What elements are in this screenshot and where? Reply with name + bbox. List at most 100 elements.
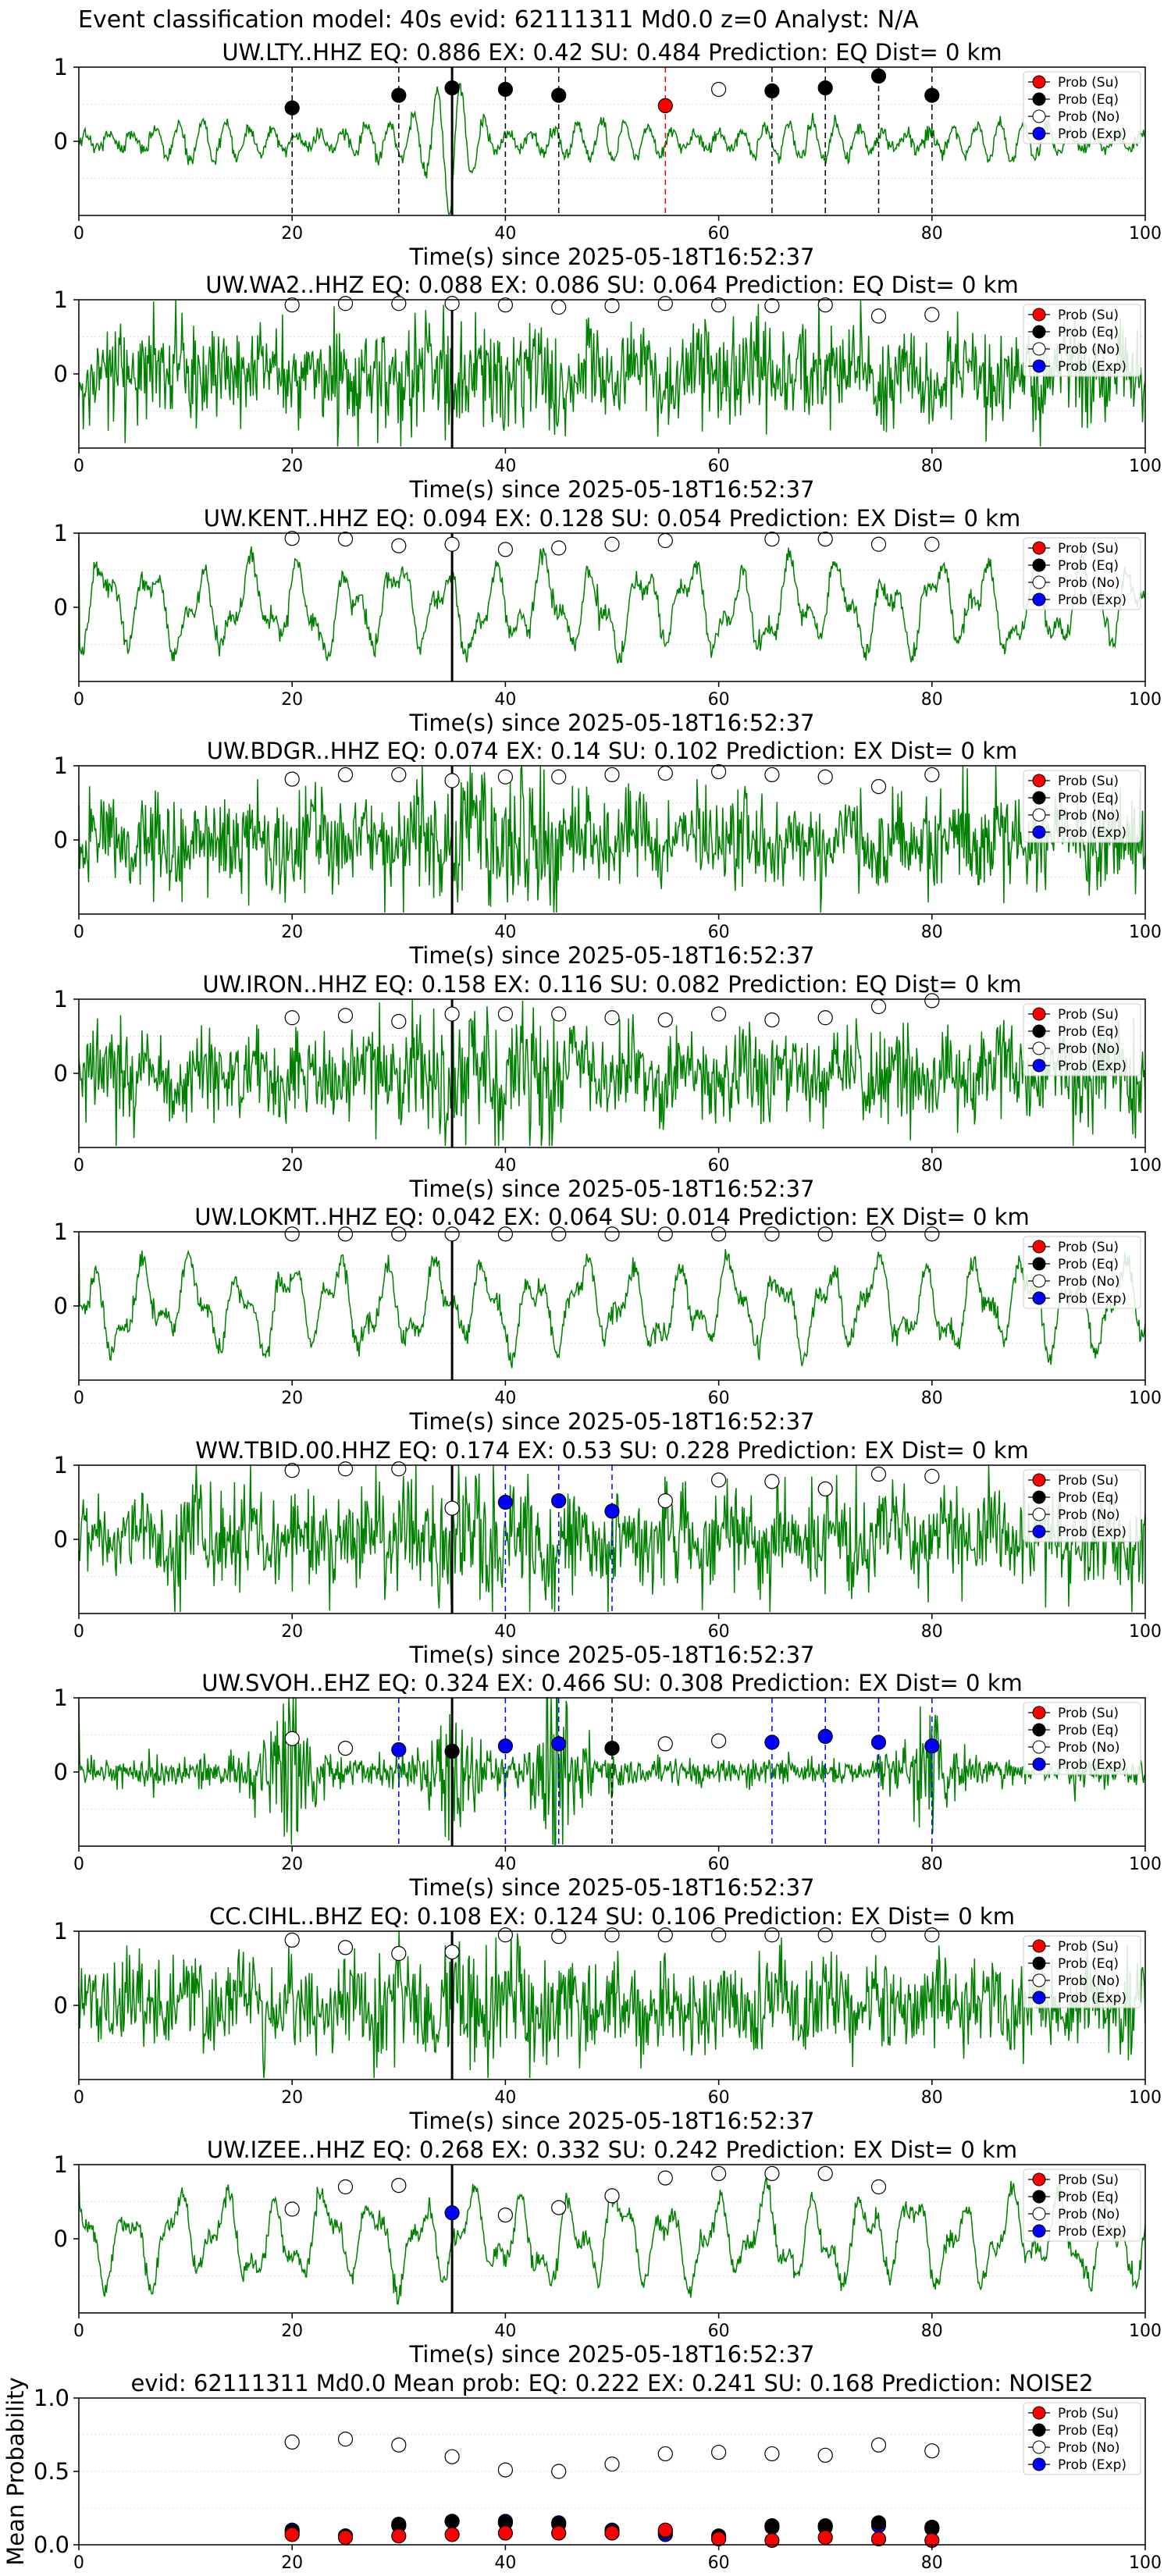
prob-point-no <box>444 1006 460 1022</box>
mean-prob-point-no <box>391 2437 407 2453</box>
legend-label-su: Prob (Su) <box>1058 1240 1119 1255</box>
y-tick-label: 0 <box>54 594 68 621</box>
waveform-panel-4: UW.BDGR..HHZ EQ: 0.074 EX: 0.14 SU: 0.10… <box>54 738 1162 969</box>
mean-prob-point-su <box>657 2522 673 2538</box>
prob-point-no <box>284 1226 300 1242</box>
waveform-panel-2: UW.WA2..HHZ EQ: 0.088 EX: 0.086 SU: 0.06… <box>54 272 1162 503</box>
x-tick-label: 20 <box>281 224 303 244</box>
waveform-trace <box>78 1235 1146 1368</box>
legend-label-eq: Prob (Eq) <box>1058 92 1119 108</box>
prob-point-no <box>710 1226 727 1242</box>
prob-point-no <box>551 2200 567 2215</box>
prob-point-no <box>657 1226 673 1242</box>
legend-label-eq: Prob (Eq) <box>1058 791 1119 806</box>
x-axis-label: Time(s) since 2025-05-18T16:52:37 <box>409 2108 815 2134</box>
y-tick-label: 1 <box>54 520 68 546</box>
legend-marker-exp <box>1032 1525 1046 1539</box>
legend-marker-su <box>1032 774 1046 788</box>
x-tick-label: 100 <box>1129 224 1162 244</box>
mean-prob-point-no <box>657 2446 673 2462</box>
legend-box <box>1023 537 1141 610</box>
axes-frame <box>78 66 1146 216</box>
mean-prob-point-su <box>444 2527 460 2542</box>
y-tick-label: 1 <box>54 986 68 1012</box>
prob-point-exp <box>497 1494 514 1510</box>
prob-point-no <box>710 2165 727 2181</box>
y-axis-label: Mean Probability <box>2 2377 29 2566</box>
prob-point-no <box>924 1226 940 1242</box>
legend-label-exp: Prob (Exp) <box>1058 592 1127 608</box>
x-tick-label: 40 <box>494 457 516 476</box>
legend-marker-exp <box>1032 1757 1046 1771</box>
prob-point-exp <box>764 1735 780 1750</box>
prob-point-no <box>710 1006 727 1022</box>
legend-label-su: Prob (Su) <box>1058 1939 1119 1955</box>
axes-frame <box>78 1231 1146 1381</box>
legend-marker-exp <box>1032 2224 1046 2238</box>
prob-point-eq <box>924 87 940 103</box>
prob-point-no <box>497 297 514 313</box>
mean-prob-point-su <box>337 2530 354 2546</box>
legend-label-exp: Prob (Exp) <box>1058 1757 1127 1773</box>
legend-label-su: Prob (Su) <box>1058 1007 1119 1023</box>
prob-point-exp <box>924 1738 940 1754</box>
legend-marker-eq <box>1032 791 1046 805</box>
prob-point-eq <box>497 81 514 98</box>
waveform-trace <box>78 536 1146 664</box>
mean-prob-point-eq <box>764 2517 780 2534</box>
mean-prob-point-su <box>284 2527 300 2542</box>
x-tick-label: 0 <box>73 224 84 244</box>
prob-point-no <box>391 1461 407 1477</box>
legend-label-su: Prob (Su) <box>1058 774 1119 789</box>
legend-box <box>1023 1935 1141 2008</box>
x-tick-label: 80 <box>921 1622 943 1642</box>
x-tick-label: 40 <box>494 1389 516 1408</box>
legend-label-exp: Prob (Exp) <box>1058 1525 1127 1540</box>
prob-point-eq <box>604 1741 620 1756</box>
prob-point-no <box>284 297 300 313</box>
legend-box <box>1023 71 1141 144</box>
prob-point-no <box>337 1940 354 1955</box>
y-tick-label: 1 <box>54 1685 68 1711</box>
legend-marker-su <box>1032 2406 1046 2420</box>
legend-marker-exp <box>1032 1291 1046 1305</box>
x-tick-label: 0 <box>73 690 84 710</box>
legend-label-eq: Prob (Eq) <box>1058 558 1119 574</box>
legend-label-no: Prob (No) <box>1058 1274 1120 1290</box>
x-tick-label: 0 <box>73 2322 84 2341</box>
legend-box <box>1023 1236 1141 1309</box>
x-tick-label: 20 <box>281 2322 303 2341</box>
prob-point-no <box>657 2170 673 2186</box>
legend-marker-exp <box>1032 359 1046 373</box>
prob-point-exp <box>551 1493 567 1509</box>
x-tick-label: 20 <box>281 1855 303 1874</box>
legend-label-su: Prob (Su) <box>1058 1706 1119 1721</box>
prob-point-no <box>764 1927 780 1943</box>
waveform-panel-7: WW.TBID.00.HHZ EQ: 0.174 EX: 0.53 SU: 0.… <box>54 1437 1162 1668</box>
prob-point-eq <box>391 87 407 103</box>
y-tick-label: 0 <box>54 1293 68 1319</box>
prob-point-no <box>870 536 887 552</box>
legend-box <box>1023 770 1141 843</box>
prob-point-no <box>710 81 727 98</box>
legend-marker-su <box>1032 541 1046 555</box>
mean-prob-point-eq <box>444 2514 460 2529</box>
x-axis-label: Time(s) since 2025-05-18T16:52:37 <box>409 1176 815 1202</box>
legend-label-su: Prob (Su) <box>1058 541 1119 557</box>
mean-prob-point-su <box>870 2531 887 2547</box>
legend-marker-eq <box>1032 558 1046 572</box>
prob-point-no <box>604 1010 620 1026</box>
x-tick-label: 80 <box>921 690 943 710</box>
prob-point-exp <box>604 1503 620 1519</box>
y-tick-label: 0 <box>54 128 68 155</box>
prob-point-no <box>817 1226 833 1242</box>
prob-point-no <box>391 296 407 311</box>
axes-frame <box>78 2164 1146 2314</box>
prob-point-no <box>337 531 354 547</box>
legend-marker-eq <box>1032 325 1046 339</box>
legend-marker-su <box>1032 1939 1046 1953</box>
x-tick-label: 60 <box>708 2088 730 2108</box>
legend-label-no: Prob (No) <box>1058 1740 1120 1756</box>
legend-label-no: Prob (No) <box>1058 2440 1120 2456</box>
mean-prob-point-su <box>817 2530 833 2546</box>
